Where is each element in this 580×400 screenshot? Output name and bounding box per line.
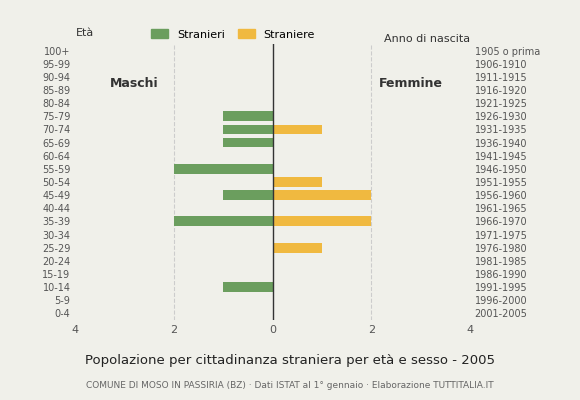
Text: Anno di nascita: Anno di nascita bbox=[384, 34, 470, 44]
Bar bbox=[223, 282, 273, 292]
Bar bbox=[273, 190, 371, 200]
Bar bbox=[174, 164, 273, 174]
Text: Età: Età bbox=[75, 28, 93, 38]
Text: Popolazione per cittadinanza straniera per età e sesso - 2005: Popolazione per cittadinanza straniera p… bbox=[85, 354, 495, 367]
Bar bbox=[273, 124, 322, 134]
Text: Femmine: Femmine bbox=[379, 77, 443, 90]
Bar bbox=[223, 190, 273, 200]
Text: Maschi: Maschi bbox=[110, 77, 159, 90]
Text: COMUNE DI MOSO IN PASSIRIA (BZ) · Dati ISTAT al 1° gennaio · Elaborazione TUTTIT: COMUNE DI MOSO IN PASSIRIA (BZ) · Dati I… bbox=[86, 381, 494, 390]
Legend: Stranieri, Straniere: Stranieri, Straniere bbox=[147, 25, 320, 44]
Bar bbox=[223, 138, 273, 148]
Bar bbox=[273, 177, 322, 187]
Bar bbox=[273, 216, 371, 226]
Bar bbox=[174, 216, 273, 226]
Bar bbox=[223, 124, 273, 134]
Bar bbox=[273, 243, 322, 253]
Bar bbox=[223, 111, 273, 121]
